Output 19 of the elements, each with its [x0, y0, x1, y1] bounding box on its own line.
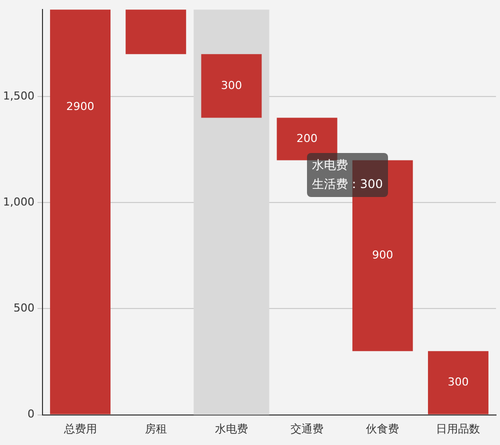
text: 生活费：300 — [312, 177, 383, 191]
x-tick-label: 日用品数 — [436, 422, 480, 436]
y-tick-label: 0 — [27, 408, 34, 421]
bar — [201, 54, 262, 118]
data-label: 200 — [296, 132, 318, 145]
annotation: 水电费 — [312, 157, 349, 174]
data-label: 900 — [372, 248, 394, 262]
y-tick-label: 500 — [13, 302, 34, 315]
y-tick-label: 1,000 — [2, 196, 34, 209]
x-tick-label: 水电费 — [214, 422, 248, 436]
x-tick-label: 总费用 — [62, 422, 97, 436]
bar — [428, 351, 488, 414]
x-tick-label: 房租 — [144, 422, 167, 436]
data-label: 2900 — [66, 100, 94, 113]
x-tick-label: 交通费 — [290, 422, 324, 436]
data-label: 300 — [448, 376, 469, 389]
data-label: 300 — [220, 78, 242, 92]
y-tick-label: 1,500 — [2, 89, 34, 102]
x-tick-label: 伙食费 — [366, 422, 400, 436]
